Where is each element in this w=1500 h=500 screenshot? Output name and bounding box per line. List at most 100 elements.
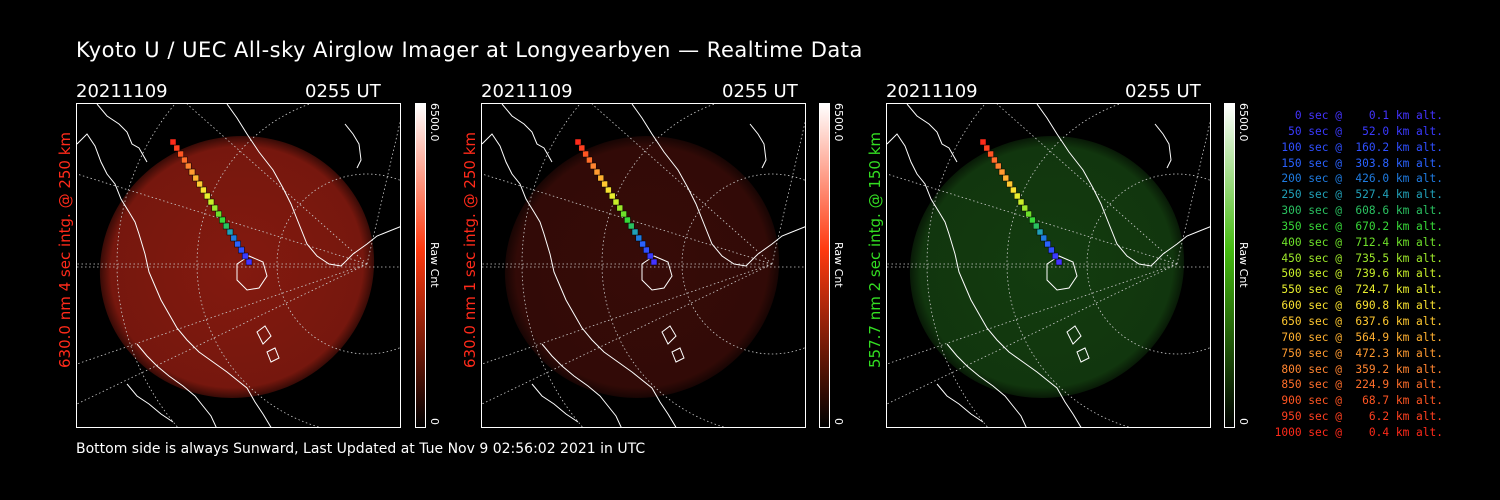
legend-entry: 500 sec @ 739.6 km alt. (1274, 267, 1443, 281)
trajectory-point (203, 192, 211, 200)
island (671, 347, 685, 363)
trajectory-point (612, 198, 620, 206)
trajectory-point (631, 228, 639, 236)
panel-1-svg (77, 104, 400, 427)
airglow-image (504, 136, 780, 398)
trajectory-point (215, 210, 222, 218)
footer-status: Bottom side is always Sunward, Last Upda… (76, 441, 646, 457)
trajectory-point (574, 138, 582, 146)
coastline (887, 133, 1082, 427)
meridian-line (887, 173, 1178, 265)
meridian-line (186, 104, 368, 265)
trajectory-point (219, 216, 226, 224)
panel-3-colorbar (1224, 103, 1235, 428)
coastline (96, 104, 148, 163)
trajectory-point (1055, 258, 1063, 266)
legend-entry: 650 sec @ 637.6 km alt. (1274, 314, 1443, 328)
legend-entry: 1000 sec @ 0.4 km alt. (1274, 425, 1443, 439)
coastline (482, 133, 677, 427)
panel-3-cbar-min: 0 (1237, 418, 1250, 425)
coastline (541, 343, 622, 427)
coastline (344, 123, 362, 169)
island (661, 325, 677, 345)
legend-entry: 0 sec @ 0.1 km alt. (1274, 109, 1443, 122)
panel-3-date: 20211109 (886, 81, 978, 102)
trajectory-point (578, 144, 586, 152)
coastline (501, 104, 553, 163)
trajectory-point (1032, 222, 1040, 230)
trajectory-point (1040, 234, 1048, 242)
coastline (749, 123, 767, 169)
legend-entry: 550 sec @ 724.7 km alt. (1274, 283, 1443, 297)
trajectory-point (196, 180, 203, 188)
trajectory-point (1036, 228, 1044, 236)
island (1046, 255, 1078, 291)
trajectory-point (983, 144, 991, 152)
panel-2-cbar-min: 0 (832, 418, 845, 425)
panel-2-cbar-unit: Raw Cnt (832, 242, 845, 288)
latitude-circle (116, 104, 178, 427)
panel-3-svg (887, 104, 1210, 427)
meridian-line (366, 120, 400, 265)
meridian-line (1176, 120, 1210, 265)
legend-entry: 900 sec @ 68.7 km alt. (1274, 394, 1443, 408)
trajectory-point (624, 216, 631, 224)
legend-entry: 250 sec @ 527.4 km alt. (1274, 188, 1443, 202)
island (1066, 325, 1082, 345)
panel-2-side-label: 630.0 nm 1 sec intg. @ 250 km (461, 131, 479, 368)
trajectory-point (998, 168, 1006, 176)
panel-1-date: 20211109 (76, 81, 168, 102)
trajectory-point (207, 198, 215, 206)
latitude-circle (926, 104, 988, 427)
legend-entry: 450 sec @ 735.5 km alt. (1274, 251, 1443, 265)
trajectory-point (582, 150, 589, 158)
trajectory-point (991, 156, 998, 164)
latitude-circle (681, 173, 805, 355)
trajectory-point (169, 138, 177, 146)
panel-2-cbar-max: 6500.0 (832, 103, 845, 142)
trajectory-point (188, 168, 196, 176)
panel-1-allsky-image (76, 103, 401, 428)
trajectory-point (177, 150, 184, 158)
panel-2-date: 20211109 (481, 81, 573, 102)
latitude-circle (521, 104, 583, 427)
panel-3-side-label: 557.7 nm 2 sec intg. @ 150 km (866, 131, 884, 368)
panel-1-time: 0255 UT (305, 81, 381, 102)
trajectory-point (1044, 240, 1051, 248)
coastline (906, 104, 958, 163)
meridian-line (771, 120, 805, 265)
trajectory-point (627, 222, 635, 230)
trajectory-point (646, 252, 654, 260)
meridian-line (482, 173, 773, 265)
meridian-line (591, 104, 773, 265)
meridian-line (77, 263, 368, 365)
trajectory-point (192, 174, 200, 182)
trajectory-point (639, 240, 646, 248)
trajectory-point (620, 210, 627, 218)
coastline (1036, 104, 1210, 267)
trajectory-point (226, 228, 234, 236)
meridian-line (482, 263, 773, 365)
trajectory-point (601, 180, 608, 188)
meridian-line (77, 173, 368, 265)
panel-2-allsky-image (481, 103, 806, 428)
panel-2-time: 0255 UT (722, 81, 798, 102)
legend-entry: 100 sec @ 160.2 km alt. (1274, 140, 1443, 154)
trajectory-point (222, 222, 230, 230)
trajectory-point (241, 252, 249, 260)
trajectory-point (200, 186, 207, 194)
legend-entry: 600 sec @ 690.8 km alt. (1274, 299, 1443, 313)
trajectory-point (181, 156, 188, 164)
coastline (631, 104, 805, 267)
trajectory-point (597, 174, 605, 182)
coastline (136, 343, 217, 427)
coastline (226, 104, 400, 267)
airglow-image (909, 136, 1185, 398)
coastline (77, 133, 272, 427)
meridian-line (887, 263, 1178, 405)
trajectory-point (979, 138, 987, 146)
island (256, 325, 272, 345)
latitude-circle (1086, 173, 1210, 355)
meridian-line (482, 263, 773, 405)
trajectory-point (1048, 246, 1055, 254)
